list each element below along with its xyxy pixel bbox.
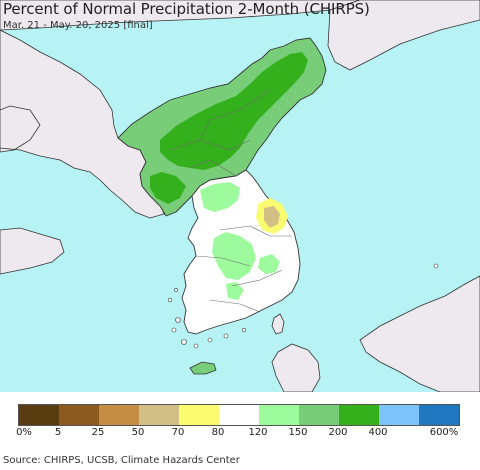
legend-tick-label: 0% xyxy=(16,427,32,438)
legend-tick-label: 150 xyxy=(288,427,308,438)
legend-swatch-9 xyxy=(379,405,419,425)
south-korea-wet-central xyxy=(212,232,256,280)
north-korea-wet-core xyxy=(160,52,308,170)
legend-swatch-4 xyxy=(179,405,219,425)
legend-swatch-1 xyxy=(59,405,99,425)
legend-swatch-8 xyxy=(339,405,379,425)
legend-tick-label: 25 xyxy=(91,427,105,438)
legend-swatch-5 xyxy=(219,405,259,425)
legend-tick-label: 5 xyxy=(54,427,62,438)
southwest-islands xyxy=(167,288,247,349)
legend-swatch-0 xyxy=(19,405,59,425)
south-korea-wet-south xyxy=(226,282,244,300)
ulleungdo-island xyxy=(433,263,439,269)
province-boundaries xyxy=(169,89,292,313)
legend-tick-labels: 0% 5 25 50 70 80 120 150 200 400 600% xyxy=(0,427,480,441)
map-canvas xyxy=(0,0,480,392)
color-legend xyxy=(18,404,460,426)
shandong-peninsula xyxy=(0,227,65,275)
legend-tick-label: 120 xyxy=(248,427,268,438)
legend-swatch-6 xyxy=(259,405,299,425)
legend-tick-label: 80 xyxy=(211,427,225,438)
legend-swatch-2 xyxy=(99,405,139,425)
legend-tick-label: 70 xyxy=(171,427,185,438)
russia-landmass xyxy=(327,0,480,71)
dry-pocket-inner xyxy=(264,206,280,228)
south-korea-wet-east xyxy=(258,254,280,274)
source-credit: Source: CHIRPS, UCSB, Climate Hazards Ce… xyxy=(3,455,240,466)
legend-tick-label: 400 xyxy=(368,427,388,438)
legend-tick-label: 600% xyxy=(429,427,459,438)
north-korea-wet-west xyxy=(150,172,186,204)
legend-tick-label: 200 xyxy=(328,427,348,438)
jeju-island xyxy=(189,361,217,375)
japan-honshu xyxy=(359,275,480,392)
south-korea-wet-north xyxy=(200,182,240,212)
legend-swatch-3 xyxy=(139,405,179,425)
tsushima-island xyxy=(271,313,285,335)
legend-swatch-10 xyxy=(419,405,459,425)
japan-kyushu xyxy=(271,343,321,392)
legend-swatch-7 xyxy=(299,405,339,425)
legend-tick-label: 50 xyxy=(131,427,145,438)
map-title: Percent of Normal Precipitation 2-Month … xyxy=(3,0,370,18)
precipitation-map xyxy=(0,0,480,392)
map-subtitle: Mar. 21 - May. 20, 2025 [final] xyxy=(3,20,153,31)
